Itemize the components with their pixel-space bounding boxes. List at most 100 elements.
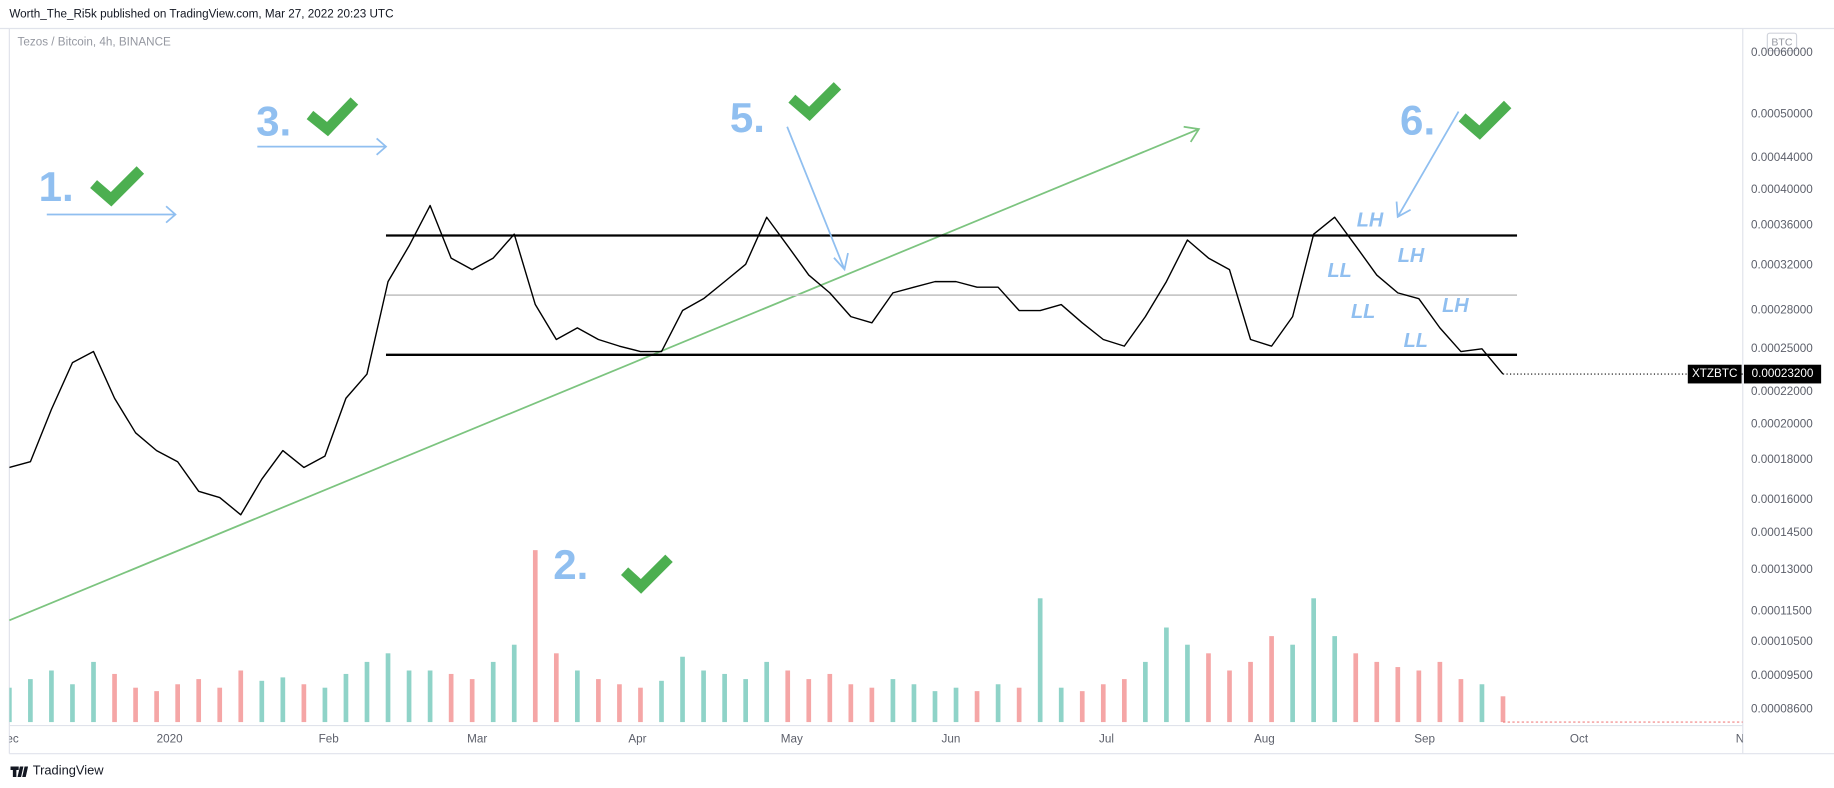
y-tick-label: 0.00014500 — [1751, 526, 1813, 539]
volume-bar — [175, 684, 180, 723]
volume-bar — [596, 679, 601, 723]
y-tick-label: 0.00010500 — [1751, 635, 1813, 648]
volume-bar — [322, 687, 328, 723]
volume-bar — [617, 684, 622, 723]
volume-bar — [532, 550, 538, 723]
x-tick-label: Jun — [941, 733, 960, 746]
x-tick-label: Apr — [628, 733, 646, 746]
volume-bar — [1416, 670, 1422, 723]
arrow-6 — [1395, 111, 1460, 219]
volume-bar — [1100, 684, 1106, 723]
volume-bar — [448, 673, 454, 723]
check-3 — [306, 97, 359, 137]
currency-badge — [1766, 32, 1798, 52]
arrow-3 — [257, 137, 388, 156]
y-tick-label: 0.00050000 — [1751, 108, 1813, 121]
y-tick-label: 0.00016000 — [1751, 493, 1813, 506]
y-tick-label: 0.00032000 — [1751, 258, 1813, 271]
trend-arrowhead — [1183, 125, 1201, 143]
volume-bar — [553, 653, 559, 723]
volume-bar — [9, 687, 12, 723]
volume-bar — [49, 670, 54, 723]
volume-bar — [953, 687, 959, 723]
x-tick-label: Sep — [1414, 733, 1435, 746]
volume-bar — [1374, 661, 1380, 723]
x-tick-label: Oct — [1570, 733, 1589, 746]
check-6 — [1458, 100, 1512, 140]
x-tick-label: ec — [6, 733, 19, 746]
footer: TradingView — [33, 763, 104, 778]
currency: BTC — [1771, 36, 1792, 48]
last-price-text: 0.00023200 — [1752, 367, 1814, 380]
volume-bar — [490, 661, 496, 723]
wave-label: LH — [1398, 245, 1425, 267]
volume-bar — [1458, 679, 1464, 723]
last-price-tag — [1743, 364, 1822, 384]
volume-bar — [1037, 598, 1043, 723]
y-tick-label: 0.00020000 — [1751, 417, 1813, 430]
volume-bar — [806, 679, 812, 723]
check-2 — [621, 554, 673, 594]
wave-label: LL — [1328, 260, 1352, 282]
y-tick-label: 0.00044000 — [1751, 151, 1813, 164]
volume-bar — [364, 661, 370, 723]
volume-bar — [469, 679, 475, 723]
volume-bar — [1164, 627, 1169, 723]
annotation: 3. — [256, 98, 291, 145]
volume-bar — [911, 684, 917, 723]
volume-bar — [659, 680, 664, 723]
volume-bar — [932, 691, 938, 723]
volume-bar — [827, 673, 833, 723]
volume-bar — [1206, 653, 1211, 723]
volume-bar — [575, 670, 580, 723]
volume-bar — [385, 653, 391, 723]
volume-bar — [869, 687, 875, 723]
wave-label: LH — [1442, 295, 1469, 317]
y-tick-label: 0.00008600 — [1751, 703, 1813, 716]
y-tick-label: 0.00036000 — [1751, 219, 1813, 232]
volume-bar — [785, 670, 791, 723]
x-tick-label: Mar — [467, 733, 487, 746]
volume-bar — [1143, 661, 1148, 723]
volume-bar — [1079, 691, 1085, 723]
x-tick-label: Feb — [319, 733, 340, 746]
wave-label: LH — [1357, 210, 1384, 232]
volume-bar — [1353, 653, 1359, 723]
volume-bar — [91, 661, 96, 723]
symbol-info: Tezos / Bitcoin, 4h, BINANCE — [18, 36, 171, 49]
annotation: 2. — [553, 541, 588, 588]
x-tick-label: May — [781, 733, 803, 746]
volume-bar — [238, 670, 244, 723]
volume-layer — [9, 550, 1506, 723]
x-tick-label: Aug — [1254, 733, 1275, 746]
volume-bar — [133, 687, 138, 723]
x-tick-label: 2020 — [157, 733, 184, 746]
x-tick-label: No — [1736, 733, 1751, 746]
volume-bar — [680, 656, 685, 723]
y-tick-label: 0.00060000 — [1751, 46, 1813, 59]
publisher-line: Worth_The_Ri5k published on TradingView.… — [9, 8, 393, 21]
annotation: 1. — [39, 163, 74, 210]
symbol-tag — [1687, 364, 1742, 384]
y-tick-label: 0.00013000 — [1751, 563, 1813, 576]
wave-label: LL — [1351, 301, 1375, 323]
volume-bar — [848, 684, 854, 723]
volume-bar — [196, 679, 202, 723]
volume-bar — [343, 673, 349, 723]
volume-bar — [1248, 661, 1253, 723]
volume-bar — [154, 691, 159, 723]
volume-bar — [974, 691, 980, 723]
price-line — [9, 204, 1504, 516]
volume-bar — [217, 687, 223, 723]
volume-bar — [511, 644, 517, 723]
y-tick-label: 0.00028000 — [1751, 304, 1813, 317]
volume-bar — [1479, 684, 1485, 723]
volume-bar — [890, 679, 896, 723]
volume-bar — [301, 684, 307, 723]
y-tick-label: 0.00018000 — [1751, 453, 1813, 466]
check-1 — [90, 166, 145, 207]
y-tick-label: 0.00011500 — [1751, 604, 1812, 617]
volume-bar — [1290, 644, 1295, 723]
y-tick-label: 0.00040000 — [1751, 183, 1813, 196]
